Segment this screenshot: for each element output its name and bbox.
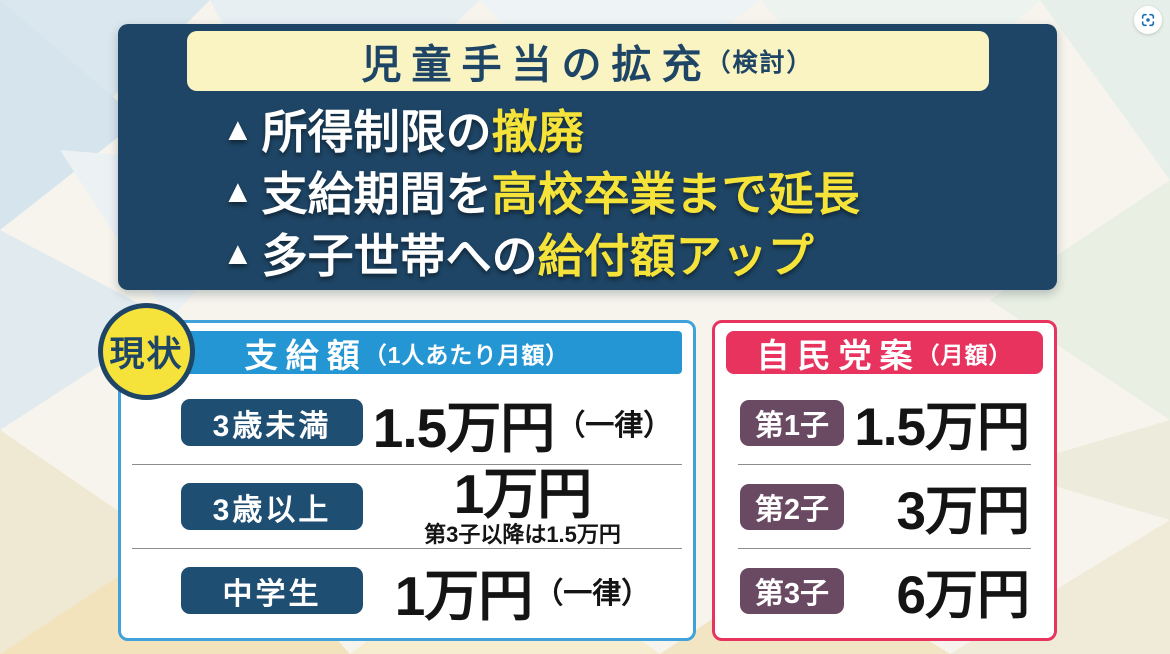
screen-capture-button[interactable] xyxy=(1134,6,1162,34)
current-status-rows: 3歳未満 1.5万円 （一律） 3歳以上 1万円 第3子以降は1.5万円 中学生 xyxy=(132,381,682,632)
current-status-header: 支給額 （1人あたり月額） xyxy=(132,331,682,374)
bullet-item-income-limit: ▲ 所得制限の 撤廃 xyxy=(222,98,860,160)
child-order-badge: 第1子 xyxy=(740,399,844,446)
child-order-badge: 第2子 xyxy=(740,483,844,530)
amount-value: 6万円 xyxy=(896,565,1030,625)
bullet-list: ▲ 所得制限の 撤廃 ▲ 支給期間を 高校卒業まで延長 ▲ 多子世帯への 給付額… xyxy=(222,98,860,284)
bullet-item-multi-child: ▲ 多子世帯への 給付額アップ xyxy=(222,222,860,284)
triangle-marker-icon: ▲ xyxy=(222,234,254,271)
amount-value: 1.5万円 xyxy=(372,396,555,459)
current-status-badge: 現状 xyxy=(98,303,195,400)
amount-cell: 1万円 （一律） xyxy=(363,551,682,631)
age-label-badge: 3歳以上 xyxy=(181,483,363,530)
screen-capture-icon xyxy=(1141,13,1155,27)
row-divider xyxy=(132,464,682,465)
amount-value: 1.5万円 xyxy=(854,397,1030,457)
bullet-text: 多子世帯への xyxy=(261,230,538,282)
header-panel: 児童手当の拡充 （検討） ▲ 所得制限の 撤廃 ▲ 支給期間を 高校卒業まで延長… xyxy=(118,24,1057,290)
table-row-under3: 3歳未満 1.5万円 （一律） xyxy=(132,381,682,464)
row-divider xyxy=(132,548,682,549)
age-label-badge: 中学生 xyxy=(181,567,363,614)
table-row-juniorhigh: 中学生 1万円 （一律） xyxy=(132,549,682,632)
row-divider xyxy=(738,464,1031,465)
bullet-highlight: 給付額アップ xyxy=(537,230,814,282)
amount-value: 1万円 xyxy=(394,564,534,627)
ldp-proposal-rows: 第1子 1.5万円 第2子 3万円 第3子 6万円 xyxy=(726,381,1043,632)
bullet-text: 支給期間を xyxy=(261,168,492,220)
triangle-marker-icon: ▲ xyxy=(222,110,254,147)
bullet-item-payment-period: ▲ 支給期間を 高校卒業まで延長 xyxy=(222,160,860,222)
child-order-badge: 第3子 xyxy=(740,567,844,614)
amount-note: （一律） xyxy=(534,577,651,610)
page-title: 児童手当の拡充 xyxy=(361,43,712,87)
amount-cell: 1.5万円 （一律） xyxy=(363,383,682,463)
current-status-panel: 支給額 （1人あたり月額） 3歳未満 1.5万円 （一律） 3歳以上 1万円 第… xyxy=(118,320,696,641)
amount-value: 1万円 xyxy=(453,463,593,525)
current-status-header-title: 支給額 xyxy=(244,336,368,374)
ldp-proposal-header-note: （月額） xyxy=(916,341,1013,368)
age-label-badge: 3歳未満 xyxy=(181,399,363,446)
amount-value: 3万円 xyxy=(896,481,1030,541)
title-box: 児童手当の拡充 （検討） xyxy=(186,31,989,91)
amount-stack: 1万円 第3子以降は1.5万円 xyxy=(424,467,621,546)
table-row-over3: 3歳以上 1万円 第3子以降は1.5万円 xyxy=(132,465,682,548)
ldp-proposal-panel: 自民党案 （月額） 第1子 1.5万円 第2子 3万円 第3子 6万円 xyxy=(712,320,1057,641)
page-title-suffix: （検討） xyxy=(705,49,814,77)
current-status-badge-label: 現状 xyxy=(109,335,184,374)
bullet-text: 所得制限の xyxy=(261,106,492,158)
triangle-marker-icon: ▲ xyxy=(222,172,254,209)
bullet-highlight: 高校卒業まで延長 xyxy=(491,168,860,220)
ldp-proposal-header: 自民党案 （月額） xyxy=(726,331,1043,374)
amount-subnote: 第3子以降は1.5万円 xyxy=(424,522,621,547)
amount-cell: 1万円 第3子以降は1.5万円 xyxy=(363,467,682,546)
table-row-child3: 第3子 6万円 xyxy=(726,549,1043,632)
bullet-highlight: 撤廃 xyxy=(491,106,584,158)
table-row-child1: 第1子 1.5万円 xyxy=(726,381,1043,464)
table-row-child2: 第2子 3万円 xyxy=(726,465,1043,548)
amount-note: （一律） xyxy=(556,409,673,442)
current-status-header-note: （1人あたり月額） xyxy=(363,341,570,368)
ldp-proposal-header-title: 自民党案 xyxy=(756,336,921,374)
row-divider xyxy=(738,548,1031,549)
